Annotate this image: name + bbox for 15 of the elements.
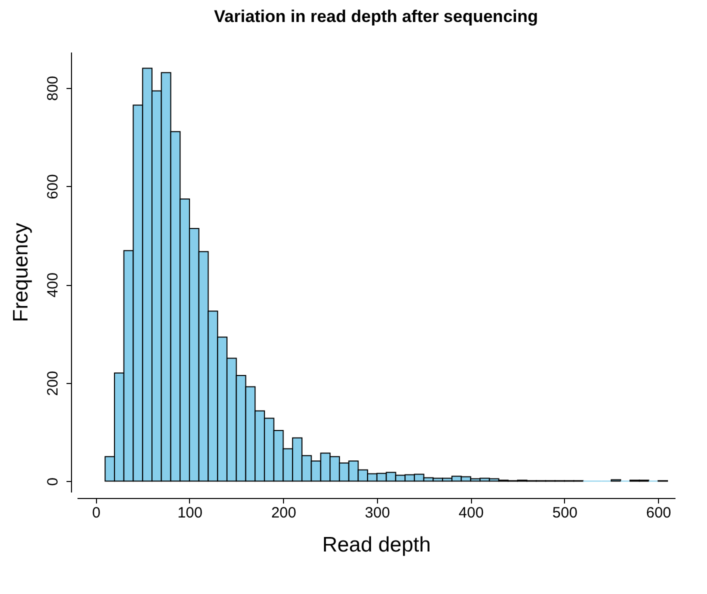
x-tick-label: 500 xyxy=(552,504,578,522)
y-tick-label: 0 xyxy=(44,478,62,486)
x-tick-label: 400 xyxy=(458,504,484,522)
x-tick-label: 100 xyxy=(177,504,202,522)
x-tick-label: 600 xyxy=(646,504,672,522)
y-tick-label: 800 xyxy=(44,76,62,101)
y-tick-label: 600 xyxy=(44,174,62,200)
x-tick-label: 300 xyxy=(364,504,390,522)
y-tick-label: 400 xyxy=(44,272,62,298)
chart-title: Variation in read depth after sequencing xyxy=(214,7,538,26)
x-tick-label: 200 xyxy=(271,504,296,522)
x-tick-label: 0 xyxy=(92,504,100,522)
y-tick-label: 200 xyxy=(44,370,62,396)
y-axis-title: Frequency xyxy=(10,222,32,322)
x-axis-title: Read depth xyxy=(322,534,431,556)
